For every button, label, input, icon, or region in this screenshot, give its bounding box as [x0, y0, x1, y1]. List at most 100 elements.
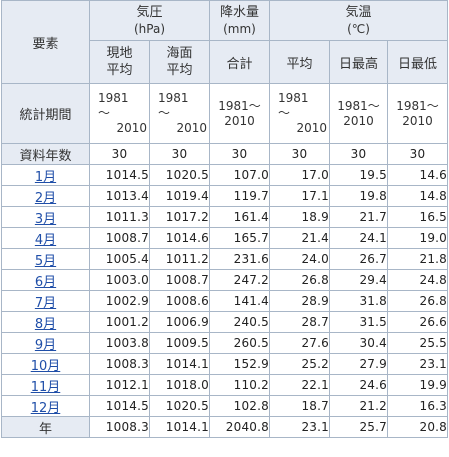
month-link[interactable]: 9月	[34, 337, 57, 353]
temperature-header: 気温 (℃)	[268, 0, 449, 41]
table-row: 7月 1002.9 1008.6 141.4 28.9 31.8 26.8	[1, 290, 449, 312]
table-cell: 19.0	[386, 227, 449, 249]
period-sea-pressure: 1981 ～ 2010	[149, 83, 210, 144]
table-cell: 21.2	[329, 395, 388, 417]
month-cell: 5月	[1, 248, 90, 270]
pressure-unit: (hPa)	[133, 21, 166, 36]
table-cell: 1003.0	[89, 269, 150, 291]
month-link[interactable]: 6月	[34, 274, 57, 290]
table-cell: 141.4	[209, 290, 270, 312]
table-cell: 29.4	[329, 269, 388, 291]
month-cell: 6月	[1, 269, 90, 291]
period-precip: 1981～ 2010	[209, 83, 270, 144]
table-row: 11月 1012.1 1018.0 110.2 22.1 24.6 19.9	[1, 374, 449, 396]
month-link[interactable]: 2月	[34, 190, 57, 206]
table-cell: 152.9	[209, 353, 270, 375]
table-cell: 18.9	[269, 206, 330, 228]
table-cell: 26.7	[329, 248, 388, 270]
month-link[interactable]: 11月	[30, 379, 61, 395]
table-row: 6月 1003.0 1008.7 247.2 26.8 29.4 24.8	[1, 269, 449, 291]
month-cell: 12月	[1, 395, 90, 417]
period-temp-avg: 1981 ～ 2010	[269, 83, 330, 144]
table-cell: 18.7	[269, 395, 330, 417]
precip-total-header: 合計	[209, 40, 270, 84]
element-header: 要素	[1, 0, 90, 84]
years-value: 30	[269, 143, 330, 165]
month-link[interactable]: 5月	[34, 253, 57, 269]
table-row: 12月 1014.5 1020.5 102.8 18.7 21.2 16.3	[1, 395, 449, 417]
table-cell: 110.2	[209, 374, 270, 396]
table-cell: 1014.5	[89, 395, 150, 417]
years-row-label: 資料年数	[1, 143, 90, 165]
table-cell: 1011.2	[149, 248, 210, 270]
month-link[interactable]: 1月	[34, 169, 57, 185]
table-cell: 26.6	[386, 311, 449, 333]
table-cell: 23.1	[386, 353, 449, 375]
period-station-pressure: 1981 ～ 2010	[89, 83, 150, 144]
table-row: 5月 1005.4 1011.2 231.6 24.0 26.7 21.8	[1, 248, 449, 270]
table-cell: 24.1	[329, 227, 388, 249]
month-link[interactable]: 12月	[30, 400, 61, 416]
table-cell: 31.8	[329, 290, 388, 312]
table-cell: 260.5	[209, 332, 270, 354]
month-cell: 7月	[1, 290, 90, 312]
table-cell: 22.1	[269, 374, 330, 396]
table-cell: 26.8	[269, 269, 330, 291]
years-value: 30	[386, 143, 449, 165]
month-link[interactable]: 3月	[34, 211, 57, 227]
annual-value: 23.1	[269, 416, 330, 438]
table-row: 1月 1014.5 1020.5 107.0 17.0 19.5 14.6	[1, 164, 449, 186]
table-row: 10月 1008.3 1014.1 152.9 25.2 27.9 23.1	[1, 353, 449, 375]
period-temp-min: 1981～ 2010	[386, 83, 449, 144]
month-link[interactable]: 7月	[34, 295, 57, 311]
table-cell: 26.8	[386, 290, 449, 312]
table-cell: 1009.5	[149, 332, 210, 354]
table-cell: 14.6	[386, 164, 449, 186]
table-cell: 14.8	[386, 185, 449, 207]
table-cell: 1011.3	[89, 206, 150, 228]
table-cell: 1002.9	[89, 290, 150, 312]
table-cell: 24.6	[329, 374, 388, 396]
month-link[interactable]: 4月	[34, 232, 57, 248]
table-row: 8月 1001.2 1006.9 240.5 28.7 31.5 26.6	[1, 311, 449, 333]
table-cell: 102.8	[209, 395, 270, 417]
table-cell: 1008.3	[89, 353, 150, 375]
table-cell: 107.0	[209, 164, 270, 186]
table-cell: 165.7	[209, 227, 270, 249]
table-cell: 1014.1	[149, 353, 210, 375]
table-cell: 1008.7	[149, 269, 210, 291]
table-cell: 231.6	[209, 248, 270, 270]
month-cell: 4月	[1, 227, 90, 249]
temp-max-header: 日最高	[329, 40, 388, 84]
pressure-title: 気圧	[136, 4, 163, 20]
years-value: 30	[149, 143, 210, 165]
table-cell: 16.3	[386, 395, 449, 417]
precipitation-title: 降水量	[219, 4, 259, 20]
table-row: 9月 1003.8 1009.5 260.5 27.6 30.4 25.5	[1, 332, 449, 354]
annual-row-label: 年	[1, 416, 90, 438]
month-cell: 2月	[1, 185, 90, 207]
table-cell: 1008.6	[149, 290, 210, 312]
table-cell: 1008.7	[89, 227, 150, 249]
table-cell: 30.4	[329, 332, 388, 354]
temperature-title: 気温	[345, 4, 372, 20]
table-cell: 1017.2	[149, 206, 210, 228]
table-cell: 1013.4	[89, 185, 150, 207]
table-row: 4月 1008.7 1014.6 165.7 21.4 24.1 19.0	[1, 227, 449, 249]
table-cell: 25.2	[269, 353, 330, 375]
month-link[interactable]: 8月	[34, 316, 57, 332]
temperature-unit: (℃)	[347, 21, 370, 36]
annual-value: 20.8	[386, 416, 449, 438]
table-cell: 27.6	[269, 332, 330, 354]
table-cell: 1005.4	[89, 248, 150, 270]
temp-min-header: 日最低	[386, 40, 449, 84]
table-cell: 1014.5	[89, 164, 150, 186]
pressure-header: 気圧 (hPa)	[89, 0, 210, 41]
table-cell: 17.1	[269, 185, 330, 207]
station-pressure-header: 現地 平均	[89, 40, 150, 84]
month-link[interactable]: 10月	[30, 358, 61, 374]
table-cell: 24.0	[269, 248, 330, 270]
table-cell: 247.2	[209, 269, 270, 291]
table-cell: 25.5	[386, 332, 449, 354]
years-value: 30	[329, 143, 388, 165]
